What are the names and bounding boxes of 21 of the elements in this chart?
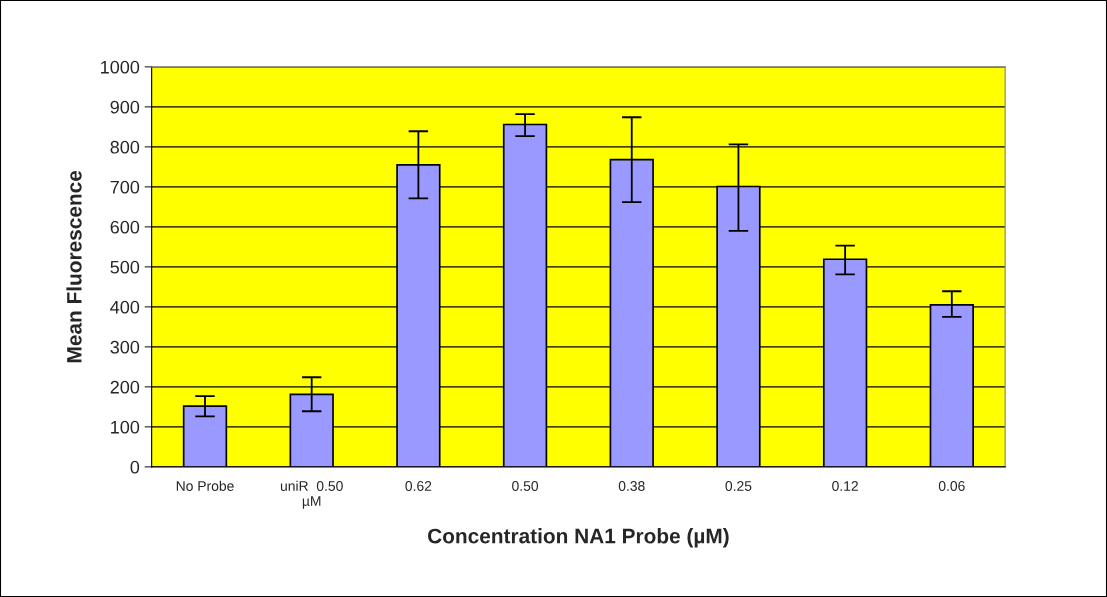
y-tick-label: 600 (110, 220, 140, 234)
y-tick-label: 0 (130, 460, 140, 474)
x-tick-label: No Probe (176, 480, 234, 491)
y-tick-label: 500 (110, 260, 140, 274)
x-axis-title: Concentration NA1 Probe (µM) (428, 528, 729, 548)
y-tick-label: 1000 (101, 60, 140, 74)
y-tick-label: 400 (110, 300, 140, 314)
y-tick-label: 300 (110, 340, 140, 354)
y-tick-label: 200 (110, 380, 140, 394)
y-tick-label: 700 (110, 180, 140, 194)
x-tick-label: uniR 0.50 µM (280, 480, 343, 509)
x-tick-label: 0.38 (618, 481, 645, 491)
x-tick-label: 0.50 (512, 481, 539, 491)
x-tick-label: 0.62 (405, 481, 432, 491)
y-axis-title: Mean Fluorescence (66, 170, 82, 363)
y-tick-label: 100 (111, 420, 140, 434)
x-tick-label: 0.25 (725, 481, 752, 491)
y-tick-label: 900 (110, 100, 140, 114)
y-tick-label: 800 (110, 140, 140, 154)
x-tick-label: 0.06 (938, 481, 965, 491)
x-tick-label: 0.12 (832, 481, 858, 491)
